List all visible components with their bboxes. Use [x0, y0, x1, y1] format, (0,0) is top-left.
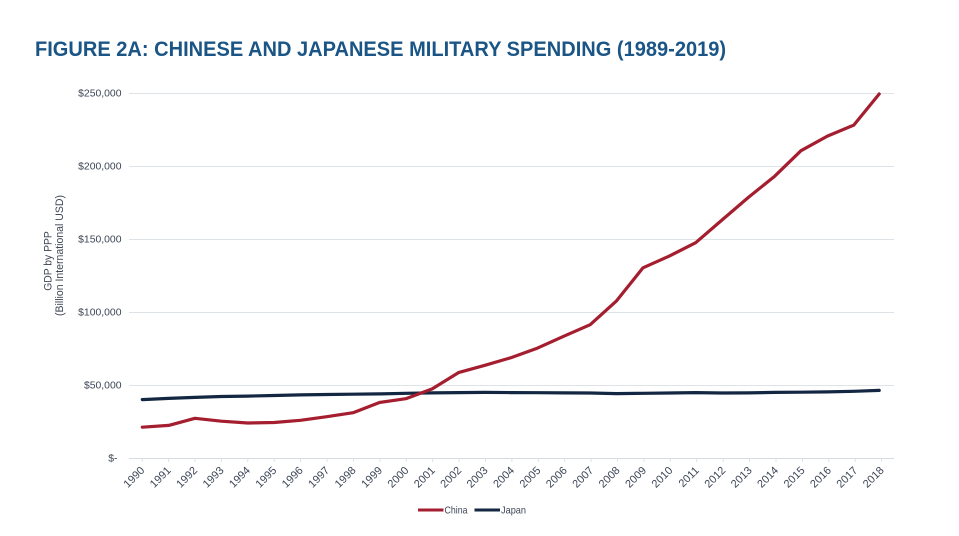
- svg-text:2016: 2016: [808, 465, 834, 491]
- svg-text:$150,000: $150,000: [78, 235, 122, 246]
- svg-text:1998: 1998: [333, 465, 359, 491]
- svg-text:1997: 1997: [306, 465, 332, 491]
- svg-text:2014: 2014: [755, 465, 781, 491]
- svg-text:2009: 2009: [623, 465, 649, 491]
- svg-text:2005: 2005: [518, 465, 544, 491]
- svg-text:GDP by PPP: GDP by PPP: [43, 231, 55, 291]
- svg-text:2011: 2011: [677, 465, 702, 490]
- svg-text:$-: $-: [108, 453, 117, 464]
- svg-text:2004: 2004: [491, 465, 517, 491]
- svg-text:2002: 2002: [438, 465, 464, 491]
- svg-text:2003: 2003: [465, 465, 491, 491]
- svg-text:China: China: [445, 506, 468, 517]
- svg-text:1991: 1991: [148, 465, 174, 491]
- svg-text:2010: 2010: [650, 465, 676, 491]
- svg-text:1990: 1990: [122, 465, 148, 491]
- svg-text:2001: 2001: [412, 465, 438, 491]
- svg-text:2008: 2008: [597, 465, 623, 491]
- svg-text:2013: 2013: [729, 465, 755, 491]
- svg-text:2017: 2017: [835, 465, 861, 491]
- svg-text:2018: 2018: [861, 465, 887, 491]
- svg-text:$200,000: $200,000: [78, 162, 122, 173]
- svg-text:1999: 1999: [359, 465, 385, 491]
- svg-text:1995: 1995: [254, 465, 280, 491]
- svg-text:2007: 2007: [570, 465, 596, 491]
- svg-text:(Billion International USD): (Billion International USD): [54, 195, 66, 316]
- svg-text:2012: 2012: [703, 465, 729, 491]
- svg-text:2000: 2000: [386, 465, 412, 491]
- svg-text:$250,000: $250,000: [78, 89, 122, 100]
- svg-text:$50,000: $50,000: [84, 381, 122, 392]
- svg-text:1996: 1996: [280, 465, 306, 491]
- svg-text:1993: 1993: [201, 465, 227, 491]
- svg-text:2015: 2015: [782, 465, 808, 491]
- svg-text:2006: 2006: [544, 465, 570, 491]
- svg-text:1992: 1992: [174, 465, 200, 491]
- svg-text:$100,000: $100,000: [78, 308, 122, 319]
- svg-text:Japan: Japan: [501, 506, 526, 517]
- svg-text:1994: 1994: [227, 465, 253, 491]
